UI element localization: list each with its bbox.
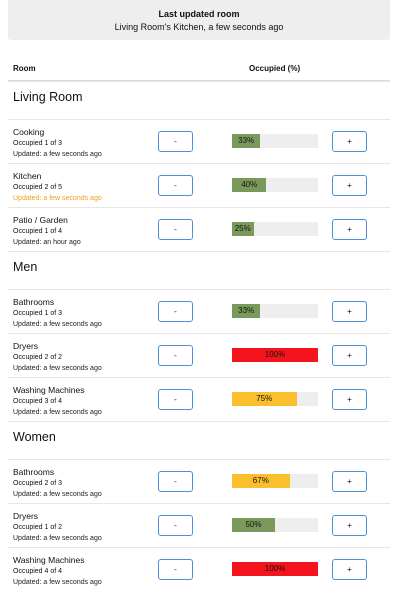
- room-name: Bathrooms: [13, 297, 55, 307]
- increment-button[interactable]: +: [332, 345, 367, 366]
- updated-time: Updated: a few seconds ago: [13, 535, 102, 542]
- increment-button[interactable]: +: [332, 559, 367, 580]
- progress-label: 100%: [264, 564, 286, 573]
- room-row: Dryers Occupied 1 of 2 Updated: a few seco…: [8, 503, 390, 547]
- increment-button[interactable]: +: [332, 175, 367, 196]
- room-name: Washing Machines: [13, 385, 85, 395]
- last-updated-banner: Last updated room Living Room's Kitchen,…: [8, 0, 390, 40]
- decrement-button[interactable]: -: [158, 389, 193, 410]
- decrement-button[interactable]: -: [158, 471, 193, 492]
- room-row: Dryers Occupied 2 of 2 Updated: a few seco…: [8, 333, 390, 377]
- room-name: Kitchen: [13, 171, 42, 181]
- updated-time: Updated: a few seconds ago: [13, 365, 102, 372]
- progress-fill: [232, 562, 318, 576]
- room-row: Bathrooms Occupied 1 of 3 Updated: a few s…: [8, 289, 390, 333]
- progress-fill: [232, 474, 290, 488]
- room-name: Cooking: [13, 127, 45, 137]
- progress-fill: [232, 222, 254, 236]
- progress-label: 100%: [264, 350, 286, 359]
- decrement-button[interactable]: -: [158, 515, 193, 536]
- progress-label: 33%: [238, 136, 255, 145]
- occupied-count: Occupied 1 of 4: [13, 228, 63, 235]
- room-name: Washing Machines: [13, 555, 85, 565]
- updated-time: Updated: a few seconds ago: [13, 195, 102, 202]
- progress-fill: [232, 134, 261, 148]
- room-row: Washing Machines Occupied 4 of 4 Updated: …: [8, 547, 390, 591]
- progress-fill: [232, 304, 261, 318]
- section-title: Women: [13, 430, 56, 444]
- decrement-button[interactable]: -: [158, 175, 193, 196]
- section-title: Men: [13, 260, 38, 274]
- progress-track: 100%: [232, 562, 318, 576]
- progress-track: 50%: [232, 518, 318, 532]
- progress-label: 40%: [241, 180, 258, 189]
- decrement-button[interactable]: -: [158, 131, 193, 152]
- progress-track: 100%: [232, 348, 318, 362]
- updated-time: Updated: a few seconds ago: [13, 409, 102, 416]
- table-body: Living Room Cooking Occupied 1 of 3 Updated…: [8, 81, 390, 591]
- progress-label: 67%: [252, 476, 269, 485]
- progress-track: 75%: [232, 392, 318, 406]
- progress-track: 33%: [232, 134, 318, 148]
- decrement-button[interactable]: -: [158, 345, 193, 366]
- updated-time: Updated: an hour ago: [13, 239, 81, 246]
- progress-track: 40%: [232, 178, 318, 192]
- progress-track: 67%: [232, 474, 318, 488]
- increment-button[interactable]: +: [332, 515, 367, 536]
- progress-label: 75%: [256, 394, 273, 403]
- decrement-button[interactable]: -: [158, 301, 193, 322]
- banner-subtitle: Living Room's Kitchen, a few seconds ago: [114, 22, 284, 32]
- progress-label: 33%: [238, 306, 255, 315]
- progress-track: 25%: [232, 222, 318, 236]
- increment-button[interactable]: +: [332, 389, 367, 410]
- room-name: Dryers: [13, 341, 39, 351]
- room-name: Dryers: [13, 511, 39, 521]
- occupied-count: Occupied 2 of 5: [13, 184, 63, 191]
- progress-track: 33%: [232, 304, 318, 318]
- section-header: Men: [8, 251, 390, 289]
- occupied-count: Occupied 1 of 2: [13, 524, 63, 531]
- progress-fill: [232, 348, 318, 362]
- updated-time: Updated: a few seconds ago: [13, 491, 102, 498]
- section-title: Living Room: [13, 90, 83, 104]
- section-header: Living Room: [8, 81, 390, 119]
- occupied-count: Occupied 2 of 3: [13, 480, 63, 487]
- room-row: Washing Machines Occupied 3 of 4 Updated: …: [8, 377, 390, 421]
- decrement-button[interactable]: -: [158, 559, 193, 580]
- progress-fill: [232, 178, 267, 192]
- banner-title: Last updated room: [158, 9, 240, 19]
- room-name: Bathrooms: [13, 467, 55, 477]
- room-name: Patio / Garden: [13, 215, 68, 225]
- occupied-count: Occupied 2 of 2: [13, 354, 63, 361]
- room-row: Kitchen Occupied 2 of 5 Updated: a few sec…: [8, 163, 390, 207]
- updated-time: Updated: a few seconds ago: [13, 321, 102, 328]
- column-header: Occupied (%): [249, 64, 301, 73]
- room-row: Cooking Occupied 1 of 3 Updated: a few sec…: [8, 119, 390, 163]
- occupied-count: Occupied 4 of 4: [13, 568, 63, 575]
- progress-fill: [232, 518, 275, 532]
- occupied-count: Occupied 1 of 3: [13, 140, 63, 147]
- updated-time: Updated: a few seconds ago: [13, 151, 102, 158]
- table-header: Room Occupied (%): [8, 55, 390, 81]
- increment-button[interactable]: +: [332, 131, 367, 152]
- progress-label: 50%: [245, 520, 262, 529]
- progress-fill: [232, 392, 297, 406]
- decrement-button[interactable]: -: [158, 219, 193, 240]
- increment-button[interactable]: +: [332, 301, 367, 322]
- section-header: Women: [8, 421, 390, 459]
- room-row: Patio / Garden Occupied 1 of 4 Updated: an…: [8, 207, 390, 251]
- progress-label: 25%: [234, 224, 251, 233]
- increment-button[interactable]: +: [332, 219, 367, 240]
- occupied-count: Occupied 3 of 4: [13, 398, 63, 405]
- column-header: Room: [13, 64, 36, 73]
- increment-button[interactable]: +: [332, 471, 367, 492]
- room-row: Bathrooms Occupied 2 of 3 Updated: a few s…: [8, 459, 390, 503]
- updated-time: Updated: a few seconds ago: [13, 579, 102, 586]
- occupied-count: Occupied 1 of 3: [13, 310, 63, 317]
